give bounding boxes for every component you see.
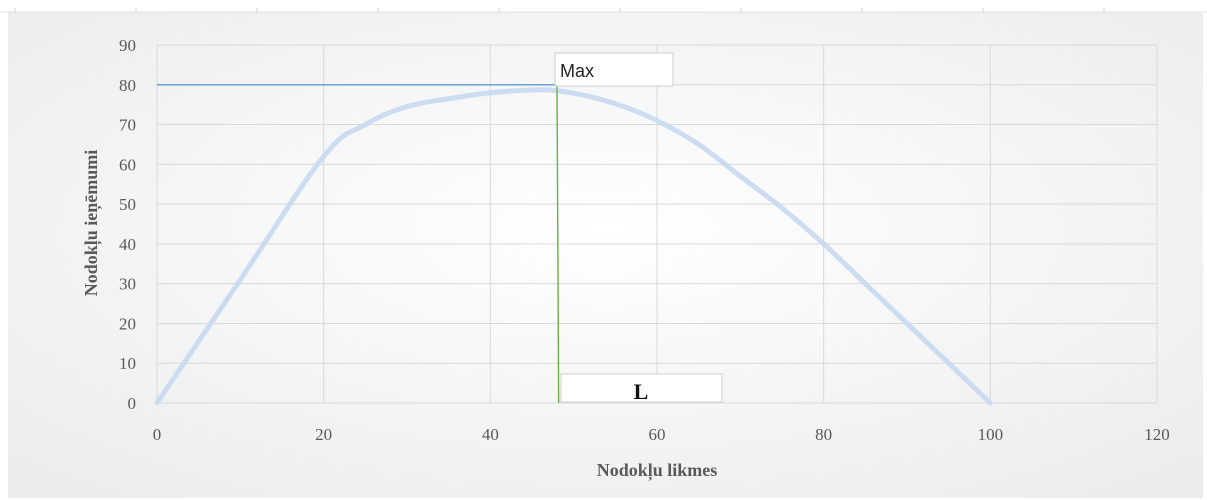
y-axis-title: Nodokļu ieņēmumi [81, 150, 102, 297]
y-tick-label: 20 [119, 314, 136, 333]
y-tick-label: 60 [119, 155, 136, 174]
x-tick-label: 20 [315, 425, 332, 444]
x-tick-label: 0 [153, 425, 162, 444]
optimal-rate-vertical-line [556, 84, 560, 404]
y-tick-label: 70 [119, 116, 136, 135]
max-label-box [554, 52, 674, 87]
top-border-ticks [0, 8, 1207, 13]
y-tick-label: 90 [119, 36, 136, 55]
y-tick-label: 0 [128, 394, 137, 413]
x-tick-label: 120 [1144, 425, 1170, 444]
annotation-layer: Max L [157, 52, 723, 404]
x-tick-label: 100 [978, 425, 1004, 444]
gridlines [156, 44, 1158, 404]
y-tick-label: 30 [119, 275, 136, 294]
l-label-box [560, 373, 723, 403]
x-tick-label: 60 [649, 425, 666, 444]
x-axis-title: Nodokļu likmes [597, 460, 718, 481]
chart-area-background [8, 12, 1203, 498]
y-tick-label: 80 [119, 76, 136, 95]
max-label: Max [560, 61, 594, 81]
series-line [154, 87, 993, 406]
y-tick-label: 40 [119, 235, 136, 254]
y-tick-label: 50 [119, 195, 136, 214]
x-tick-label: 80 [815, 425, 832, 444]
l-label: L [634, 379, 649, 404]
tick-labels: 0 10 20 30 40 50 60 70 80 90 0 20 40 60 80 100 120 [119, 36, 1170, 444]
x-tick-label: 40 [482, 425, 499, 444]
y-tick-label: 10 [119, 354, 136, 373]
series-layer [154, 87, 993, 406]
